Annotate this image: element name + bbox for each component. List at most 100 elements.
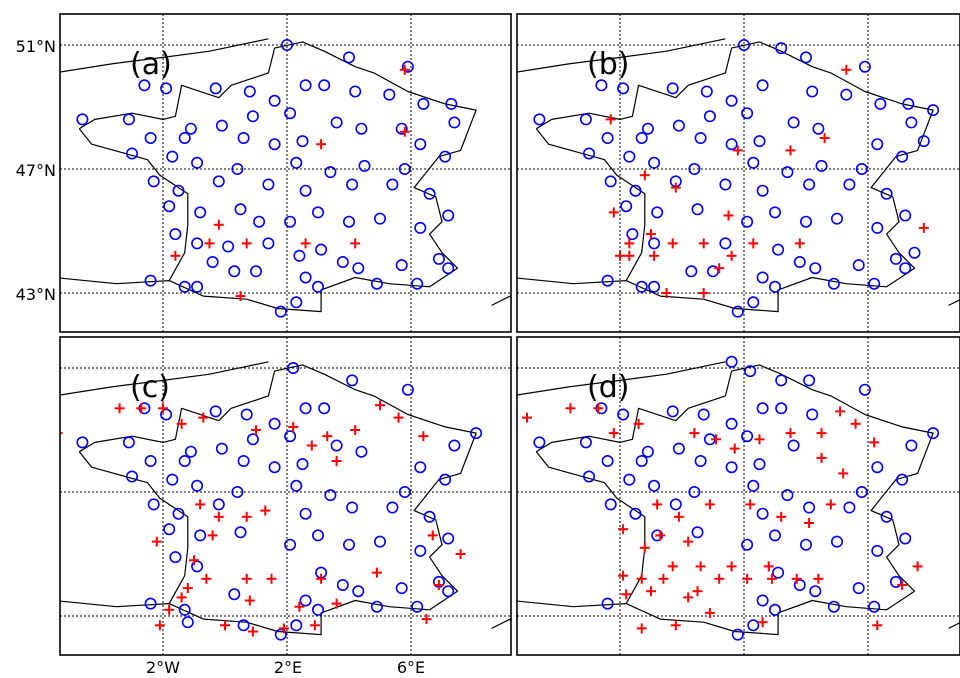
station-circle: [799, 538, 812, 551]
map-area: [60, 337, 511, 655]
corsica-coastline: [491, 618, 511, 629]
station-cross: [683, 536, 694, 547]
station-circle: [843, 178, 856, 191]
station-circle: [812, 122, 825, 135]
station-circle: [604, 175, 617, 188]
station-circle: [401, 60, 414, 73]
station-cross: [732, 145, 743, 156]
station-circle: [694, 454, 707, 467]
station-circle: [626, 228, 639, 241]
station-circle: [311, 280, 324, 293]
station-cross: [213, 511, 224, 522]
station-circle: [330, 116, 343, 129]
station-circle: [868, 277, 881, 290]
station-circle: [648, 156, 661, 169]
station-circle: [697, 408, 710, 421]
station-cross: [189, 555, 199, 566]
station-circle: [414, 544, 427, 557]
station-circle: [753, 135, 766, 148]
station-cross: [618, 524, 629, 535]
station-circle: [648, 237, 661, 250]
station-circle: [169, 551, 182, 564]
station-cross: [726, 561, 737, 572]
station-circle: [246, 110, 259, 123]
station-cross: [608, 207, 619, 218]
station-circle: [927, 104, 940, 117]
station-circle: [324, 489, 337, 502]
station-circle: [756, 402, 769, 415]
station-circle: [737, 38, 750, 51]
station-circle: [373, 535, 386, 548]
station-cross: [816, 428, 827, 439]
station-circle: [799, 51, 812, 64]
station-circle: [284, 215, 297, 228]
station-circle: [166, 473, 179, 486]
x-tick-6e: 6°E: [397, 658, 425, 677]
station-circle: [725, 138, 738, 151]
station-circle: [311, 206, 324, 219]
station-circle: [284, 538, 297, 551]
station-circle: [787, 439, 800, 452]
panel-frame: [59, 336, 512, 656]
station-circle: [209, 405, 222, 418]
station-cross: [421, 614, 432, 625]
station-circle: [725, 94, 738, 107]
france-outline: [78, 364, 477, 636]
station-cross: [427, 530, 438, 541]
station-circle: [414, 221, 427, 234]
station-circle: [423, 187, 436, 200]
station-circle: [284, 107, 297, 120]
station-circle: [299, 594, 312, 607]
station-circle: [215, 119, 228, 132]
station-cross: [251, 425, 261, 435]
station-circle: [346, 501, 359, 514]
station-circle: [166, 150, 179, 163]
station-cross: [195, 499, 206, 510]
station-circle: [212, 175, 225, 188]
station-circle: [401, 383, 414, 396]
station-circle: [268, 94, 281, 107]
station-circle: [905, 116, 918, 129]
station-circle: [280, 38, 293, 51]
station-cross: [695, 561, 706, 572]
spain-coastline: [517, 277, 627, 285]
station-circle: [868, 600, 881, 613]
station-circle: [852, 582, 865, 595]
station-circle: [163, 523, 176, 536]
station-circle: [672, 442, 685, 455]
station-cross: [667, 561, 678, 572]
station-circle: [781, 166, 794, 179]
station-cross: [897, 580, 908, 590]
station-circle: [731, 628, 744, 641]
station-circle: [579, 113, 592, 126]
station-cross: [260, 505, 271, 516]
panel-frame: [516, 336, 960, 656]
station-circle: [768, 206, 781, 219]
station-circle: [871, 221, 884, 234]
station-circle: [184, 122, 197, 135]
station-circle: [423, 510, 436, 523]
station-circle: [896, 150, 909, 163]
station-cross: [316, 573, 327, 584]
france-outline: [78, 41, 477, 313]
station-circle: [76, 113, 89, 126]
uk-coastline: [60, 361, 269, 396]
station-circle: [691, 203, 704, 216]
station-circle: [756, 184, 769, 197]
station-cross: [241, 573, 252, 584]
station-cross: [621, 589, 632, 600]
station-circle: [768, 529, 781, 542]
station-circle: [582, 147, 595, 160]
station-cross: [608, 428, 619, 439]
panels-layer: (a) (b) (c) (d): [59, 13, 960, 656]
station-circle: [533, 113, 546, 126]
station-circle: [311, 529, 324, 542]
station-cross: [288, 421, 299, 432]
station-circle: [719, 237, 732, 250]
station-circle: [342, 538, 355, 551]
station-circle: [827, 600, 840, 613]
station-circle: [231, 485, 244, 498]
station-circle: [144, 597, 157, 610]
station-circle: [358, 159, 371, 172]
station-circle: [756, 79, 769, 92]
